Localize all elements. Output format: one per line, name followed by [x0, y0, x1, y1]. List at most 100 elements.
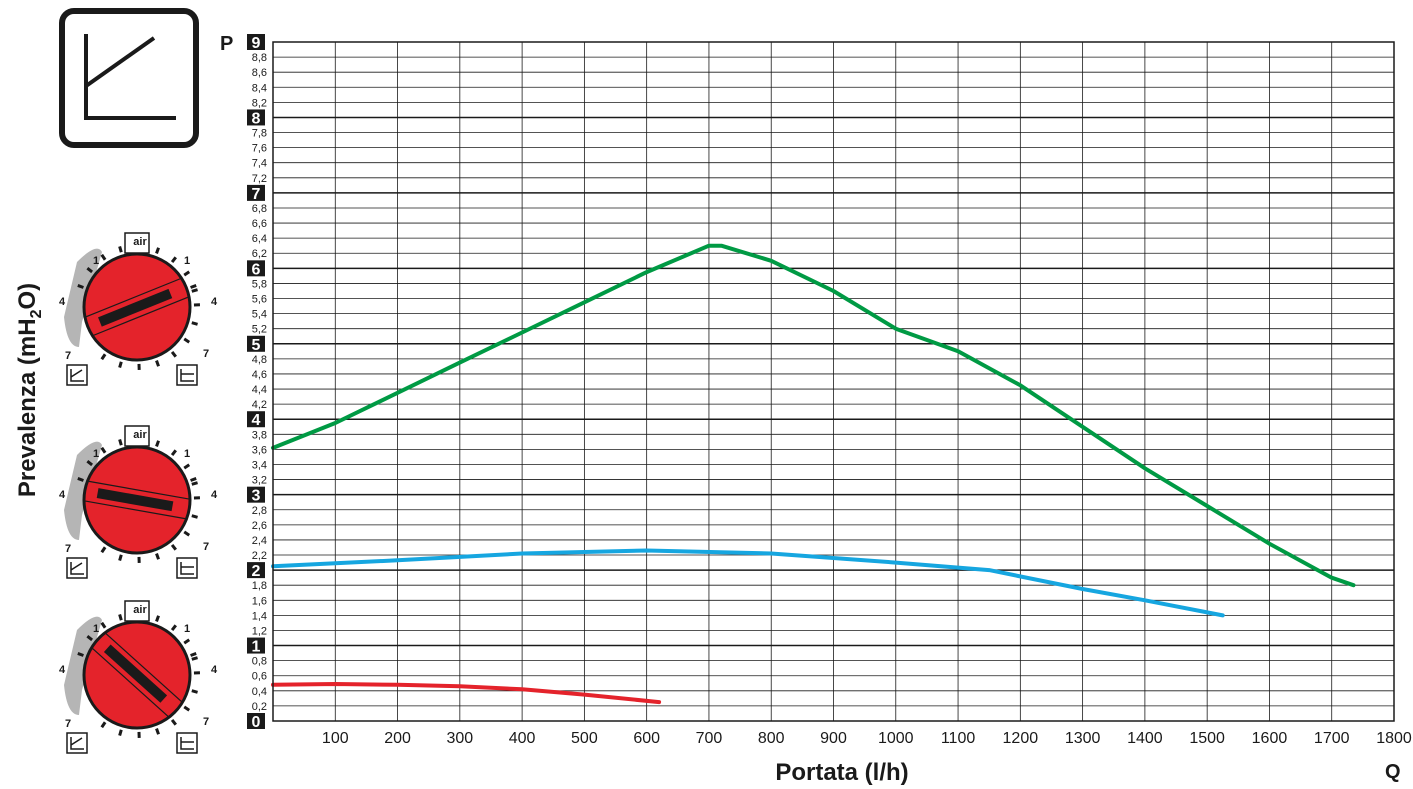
dial-pointer [96, 488, 174, 512]
constant-mode-icon [176, 364, 198, 386]
dial-label-right-7: 7 [203, 541, 209, 553]
dial-range-marker [64, 616, 102, 715]
dial-scale-tick [100, 353, 107, 361]
dial-scale-tick [77, 477, 84, 482]
x-tick-label: 800 [758, 730, 785, 747]
y-major-tick-label: 8 [252, 110, 261, 127]
x-axis-title: Portata (l/h) [775, 759, 908, 786]
y-minor-tick-label: 2,2 [252, 550, 267, 562]
dial-label-left-1: 1 [93, 623, 99, 635]
dial-groove [83, 500, 187, 520]
y-minor-tick-label: 4,4 [252, 384, 267, 396]
y-major-tick-box [247, 184, 265, 201]
y-axis-ticks: 0 1 2 3 4 5 6 7 8 9 0,2 0,4 0,6 0,8 1,2 1,4 1,6 1,8 2,2 2,4… [247, 34, 267, 731]
x-tick-label: 400 [509, 730, 536, 747]
y-minor-tick-label: 2,4 [252, 535, 267, 547]
dial-pointer-group [91, 632, 183, 718]
proportional-mode-glyph [70, 737, 84, 750]
dial-label-right-4: 4 [211, 296, 218, 308]
dial-scale-tick [190, 284, 197, 289]
dial-range-marker [64, 248, 102, 347]
dial-scale-tick [155, 553, 160, 560]
y-minor-tick-label: 6,8 [252, 203, 267, 215]
dial-label-right-1: 1 [184, 255, 190, 267]
constant-mode-icon [176, 557, 198, 579]
y-major-tick-box [247, 486, 265, 503]
dial-label-left-7: 7 [65, 350, 71, 362]
y-minor-tick-label: 4,2 [252, 399, 267, 411]
x-axis-ticks: 100 200 300 400 500 600 700 800 900 1000 1100 1200 1… [322, 730, 1412, 747]
dial-scale-tick [170, 624, 177, 632]
y-minor-tick-label: 0,4 [252, 686, 267, 698]
dial-scale-tick [86, 635, 94, 642]
dial-label-right-4: 4 [211, 664, 218, 676]
x-axis-symbol: Q [1385, 761, 1401, 783]
constant-mode-glyph [180, 737, 194, 750]
dial-3: air 1 4 7 1 4 7 [59, 600, 218, 754]
y-major-tick-box [247, 637, 265, 654]
y-major-tick-box [247, 562, 265, 579]
dial-scale-tick [155, 440, 160, 447]
x-tick-label: 300 [446, 730, 473, 747]
x-tick-label: 1800 [1376, 730, 1412, 747]
constant-pressure-mode-icon [59, 8, 199, 148]
dial-scale-tick [155, 360, 160, 367]
constant-mode-glyph [180, 369, 194, 382]
dial-scale-tick [183, 337, 191, 344]
dial-groove [92, 296, 190, 337]
dial-scale-tick [191, 656, 198, 661]
y-minor-tick-label: 6,4 [252, 233, 267, 245]
proportional-mode-glyph [70, 562, 84, 575]
dial-label-left-7: 7 [65, 543, 71, 555]
y-major-tick-label: 0 [252, 714, 261, 731]
plot-frame [272, 41, 1395, 722]
dial-scale-tick [191, 689, 198, 694]
dial-scale-tick [183, 638, 191, 645]
x-tick-label: 100 [322, 730, 349, 747]
dial-label-right-7: 7 [203, 348, 209, 360]
y-minor-tick-label: 5,4 [252, 309, 267, 321]
dial-scale-tick [190, 652, 197, 657]
y-minor-tick-label: 5,2 [252, 324, 267, 336]
y-major-tick-box [247, 109, 265, 126]
series-line-2 [271, 548, 1225, 618]
air-icon-label: air [133, 429, 147, 441]
y-minor-tick-label: 6,6 [252, 218, 267, 230]
y-minor-tick-label: 0,8 [252, 656, 267, 668]
y-minor-tick-label: 1,2 [252, 625, 267, 637]
y-minor-tick-label: 8,2 [252, 97, 267, 109]
dial-scale-tick [86, 460, 94, 467]
dial-scale-tick [77, 652, 84, 657]
dial-scale-tick [190, 477, 197, 482]
x-tick-label: 200 [384, 730, 411, 747]
dial-illustrations: air 1 4 7 1 4 7 air 1 4 7 1 4 7 air 1 4 7 1 4 7 [59, 232, 218, 754]
dial-scale-tick [100, 253, 107, 261]
dial-groove [87, 480, 191, 500]
x-tick-label: 600 [633, 730, 660, 747]
dial-scale-tick [118, 614, 123, 621]
air-icon [124, 425, 150, 447]
dial-scale-tick [191, 514, 198, 519]
dial-scale-tick [155, 247, 160, 254]
dial-scale-tick [155, 615, 160, 622]
dial-scale-tick [183, 270, 191, 277]
air-icon [124, 600, 150, 622]
x-tick-label: 900 [820, 730, 847, 747]
y-minor-tick-label: 8,6 [252, 67, 267, 79]
y-minor-tick-label: 3,2 [252, 475, 267, 487]
y-minor-tick-label: 8,4 [252, 82, 267, 94]
dial-label-right-1: 1 [184, 623, 190, 635]
dial-pointer [103, 644, 168, 703]
dial-scale-tick [118, 361, 123, 368]
dial-scale-tick [191, 481, 198, 486]
dial-scale-tick [86, 267, 94, 274]
y-minor-tick-label: 3,6 [252, 444, 267, 456]
x-tick-label: 1300 [1065, 730, 1101, 747]
dial-pointer-group [84, 277, 190, 337]
y-minor-tick-label: 5,6 [252, 294, 267, 306]
x-tick-label: 1100 [941, 730, 976, 747]
dial-label-left-4: 4 [59, 296, 66, 308]
x-tick-label: 700 [696, 730, 723, 747]
y-minor-tick-label: 5,8 [252, 278, 267, 290]
series-line-3 [271, 682, 662, 705]
